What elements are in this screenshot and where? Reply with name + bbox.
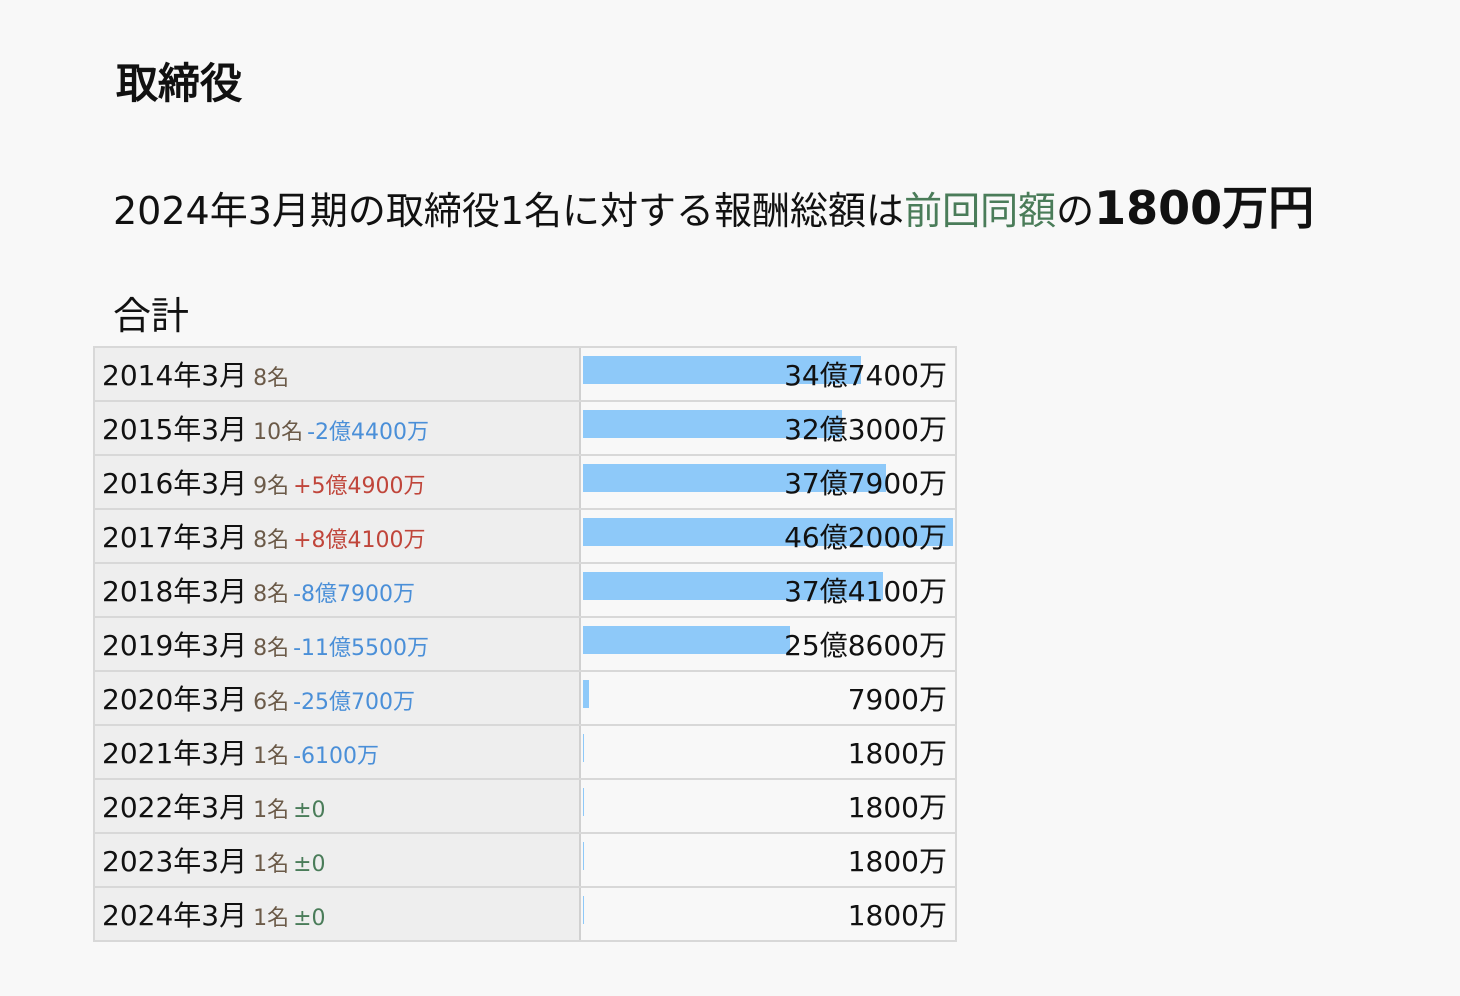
table-row: 2021年3月 1名 -6100万 1800万 <box>95 724 955 778</box>
amount-bar <box>583 788 585 816</box>
table-row: 2023年3月 1名 ±0 1800万 <box>95 832 955 886</box>
summary-text: の <box>1056 189 1095 233</box>
period: 2016年3月 <box>102 467 248 500</box>
table-row: 2024年3月 1名 ±0 1800万 <box>95 886 955 940</box>
change: ±0 <box>293 906 326 931</box>
member-count: 8名 <box>253 366 290 391</box>
row-label: 2017年3月 8名 +8億4100万 <box>95 510 581 562</box>
change: -11億5500万 <box>293 636 429 661</box>
amount-bar <box>583 572 883 600</box>
period: 2022年3月 <box>102 791 248 824</box>
member-count: 8名 <box>253 528 290 553</box>
amount-label: 37億4100万 <box>784 575 947 608</box>
summary-text: 2024年3月期の取締役1名に対する報酬総額は <box>113 189 905 233</box>
amount-label: 34億7400万 <box>784 359 947 392</box>
amount-label: 25億8600万 <box>784 629 947 662</box>
member-count: 9名 <box>253 474 290 499</box>
row-label: 2015年3月 10名 -2億4400万 <box>95 402 581 454</box>
period: 2018年3月 <box>102 575 248 608</box>
period: 2020年3月 <box>102 683 248 716</box>
period: 2014年3月 <box>102 359 248 392</box>
table-row: 2018年3月 8名 -8億7900万 37億4100万 <box>95 562 955 616</box>
section-title: 合計 <box>113 294 190 338</box>
table: 2014年3月 8名 34億7400万 2015年3月 10名 -2億4400万 32億30… <box>93 346 957 942</box>
change: -25億700万 <box>293 690 416 715</box>
amount-bar <box>583 896 585 924</box>
period: 2023年3月 <box>102 845 248 878</box>
change: -2億4400万 <box>307 420 430 445</box>
row-label: 2018年3月 8名 -8億7900万 <box>95 564 581 616</box>
member-count: 1名 <box>253 852 290 877</box>
amount-label: 1800万 <box>847 899 947 932</box>
amount-bar <box>583 518 953 546</box>
member-count: 8名 <box>253 582 290 607</box>
row-label: 2022年3月 1名 ±0 <box>95 780 581 832</box>
change: -6100万 <box>293 744 380 769</box>
amount-label: 1800万 <box>847 845 947 878</box>
table-row: 2016年3月 9名 +5億4900万 37億7900万 <box>95 454 955 508</box>
amount-bar <box>583 626 791 654</box>
change: +5億4900万 <box>293 474 426 499</box>
member-count: 10名 <box>253 420 304 445</box>
table-row: 2015年3月 10名 -2億4400万 32億3000万 <box>95 400 955 454</box>
amount-bar <box>583 680 590 708</box>
amount-label: 1800万 <box>847 791 947 824</box>
row-label: 2023年3月 1名 ±0 <box>95 834 581 886</box>
amount-bar <box>583 842 585 870</box>
summary: 2024年3月期の取締役1名に対する報酬総額は前回同額の1800万円 <box>113 172 1314 238</box>
change: ±0 <box>293 852 326 877</box>
row-label: 2020年3月 6名 -25億700万 <box>95 672 581 724</box>
amount-bar <box>583 410 842 438</box>
amount-label: 1800万 <box>847 737 947 770</box>
table-row: 2020年3月 6名 -25億700万 7900万 <box>95 670 955 724</box>
table-row: 2014年3月 8名 34億7400万 <box>95 348 955 400</box>
amount-bar <box>583 464 886 492</box>
row-label: 2019年3月 8名 -11億5500万 <box>95 618 581 670</box>
table-row: 2019年3月 8名 -11億5500万 25億8600万 <box>95 616 955 670</box>
row-label: 2021年3月 1名 -6100万 <box>95 726 581 778</box>
period: 2017年3月 <box>102 521 248 554</box>
change: ±0 <box>293 798 326 823</box>
table-row: 2022年3月 1名 ±0 1800万 <box>95 778 955 832</box>
period: 2015年3月 <box>102 413 248 446</box>
row-label: 2024年3月 1名 ±0 <box>95 888 581 940</box>
summary-highlight: 前回同額 <box>904 189 1057 233</box>
member-count: 1名 <box>253 798 290 823</box>
period: 2021年3月 <box>102 737 248 770</box>
amount-bar <box>583 734 585 762</box>
page-title: 取締役 <box>116 59 243 108</box>
table-row: 2017年3月 8名 +8億4100万 46億2000万 <box>95 508 955 562</box>
amount-label: 46億2000万 <box>784 521 947 554</box>
amount-label: 32億3000万 <box>784 413 947 446</box>
change: +8億4100万 <box>293 528 426 553</box>
member-count: 1名 <box>253 744 290 769</box>
change: -8億7900万 <box>293 582 416 607</box>
period: 2024年3月 <box>102 899 248 932</box>
amount-label: 7900万 <box>847 683 947 716</box>
member-count: 6名 <box>253 690 290 715</box>
member-count: 8名 <box>253 636 290 661</box>
amount-label: 37億7900万 <box>784 467 947 500</box>
row-label: 2016年3月 9名 +5億4900万 <box>95 456 581 508</box>
member-count: 1名 <box>253 906 290 931</box>
row-label: 2014年3月 8名 <box>95 348 581 400</box>
summary-amount: 1800万円 <box>1094 181 1315 235</box>
amount-bar <box>583 356 862 384</box>
period: 2019年3月 <box>102 629 248 662</box>
